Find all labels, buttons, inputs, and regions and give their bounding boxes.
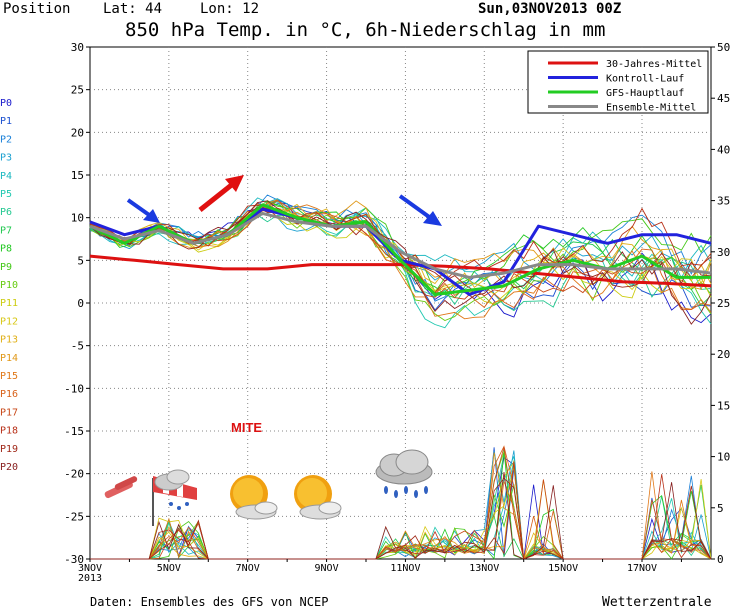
member-label: P10 xyxy=(0,280,18,291)
wind-rain-icon xyxy=(152,469,197,526)
y-left-tick-label: 10 xyxy=(71,212,84,225)
member-label: P9 xyxy=(0,262,12,273)
y-left-tick-label: -10 xyxy=(64,382,84,395)
y-left-tick-label: -5 xyxy=(71,340,84,353)
y-right-tick-label: 25 xyxy=(717,297,730,310)
x-tick-label: 17NOV xyxy=(627,563,657,574)
x-tick-label: 9NOV xyxy=(315,563,339,574)
main-series-lines xyxy=(89,203,712,296)
member-label: P14 xyxy=(0,353,18,364)
member-label: P2 xyxy=(0,134,12,145)
x-tick-label: 2013 xyxy=(78,573,102,584)
member-label: P11 xyxy=(0,298,18,309)
y-left-tick-label: -25 xyxy=(64,510,84,523)
y-right-tick-label: 40 xyxy=(717,143,730,156)
series-line-30-jahres-mittel xyxy=(89,254,712,288)
series-line-ensemble-mittel xyxy=(89,211,712,279)
wind-icon xyxy=(104,476,138,499)
date-label: Sun,03NOV2013 00Z xyxy=(478,1,621,17)
y-left-tick-label: 20 xyxy=(71,126,84,139)
member-label: P6 xyxy=(0,207,12,218)
y-left-tick-label: 0 xyxy=(77,297,84,310)
member-label: P0 xyxy=(0,98,12,109)
lat-label: Lat: 44 xyxy=(103,1,162,17)
y-right-tick-label: 0 xyxy=(717,553,724,566)
y-right-tick-label: 10 xyxy=(717,451,730,464)
legend-label: 30-Jahres-Mittel xyxy=(606,59,702,70)
x-tick-label: 13NOV xyxy=(469,563,499,574)
y-right-tick-label: 5 xyxy=(717,502,724,515)
member-label: P12 xyxy=(0,316,18,327)
y-right-tick-label: 20 xyxy=(717,348,730,361)
member-label: P17 xyxy=(0,407,18,418)
lon-label: Lon: 12 xyxy=(200,1,259,17)
y-left-tick-label: -30 xyxy=(64,553,84,566)
rain-cloud-icon xyxy=(375,449,433,498)
member-label: P3 xyxy=(0,153,12,164)
member-label: P7 xyxy=(0,225,12,236)
precipitation-line xyxy=(90,472,712,560)
ensemble-member-line xyxy=(89,200,712,325)
legend-label: Ensemble-Mittel xyxy=(606,103,696,114)
sun-cloud-icon xyxy=(230,475,278,520)
legend: 30-Jahres-Mittel Kontroll-Lauf GFS-Hauptla… xyxy=(527,50,709,114)
arrow-blue-icon xyxy=(126,198,160,223)
y-left-tick-label: 30 xyxy=(71,41,84,54)
x-tick-label: 3NOV xyxy=(78,563,102,574)
member-label: P20 xyxy=(0,462,18,473)
sun-cloud-icon xyxy=(294,475,342,520)
member-label: P18 xyxy=(0,426,18,437)
y-right-tick-label: 15 xyxy=(717,399,730,412)
y-right-tick-label: 50 xyxy=(717,41,730,54)
member-label: P13 xyxy=(0,335,18,346)
x-tick-label: 15NOV xyxy=(548,563,578,574)
y-left-tick-label: 25 xyxy=(71,84,84,97)
member-labels: P0 P1 P2 P3 P4 P5 P6 P7 P8 P9 P10 P11 P12 P13 P14 P15 P1… xyxy=(0,98,18,473)
y-left-tick-label: -20 xyxy=(64,468,84,481)
y-left-tick-label: 15 xyxy=(71,169,84,182)
member-label: P16 xyxy=(0,389,18,400)
precipitation-lines xyxy=(90,445,712,561)
member-label: P5 xyxy=(0,189,12,200)
member-label: P19 xyxy=(0,444,18,455)
footer-source: Daten: Ensembles des GFS von NCEP xyxy=(90,595,328,609)
chart-title: 850 hPa Temp. in °C, 6h-Niederschlag in … xyxy=(125,19,605,41)
legend-label: GFS-Hauptlauf xyxy=(606,88,684,99)
arrow-blue-icon xyxy=(398,194,442,226)
y-left-tick-label: -15 xyxy=(64,425,84,438)
x-tick-label: 7NOV xyxy=(236,563,260,574)
x-tick-label: 5NOV xyxy=(157,563,181,574)
legend-box xyxy=(527,50,709,114)
y-right-tick-label: 30 xyxy=(717,246,730,259)
grid-lines xyxy=(90,47,711,559)
y-axis-left-ticks: 30 25 20 15 10 5 0 -5 -10 -15 -20 -25 -30 xyxy=(64,41,90,566)
x-tick-label: 11NOV xyxy=(390,563,420,574)
y-right-tick-label: 45 xyxy=(717,92,730,105)
arrow-red-icon xyxy=(198,175,244,212)
footer-brand: Wetterzentrale xyxy=(602,595,712,609)
y-left-tick-label: 5 xyxy=(77,254,84,267)
annotation-label: MITE xyxy=(231,420,262,435)
member-label: P4 xyxy=(0,171,12,182)
x-axis-ticks: 3NOV2013 5NOV 7NOV 9NOV 11NOV 13NOV 15NOV 17NOV xyxy=(78,559,682,584)
y-right-tick-label: 35 xyxy=(717,195,730,208)
position-label: Position xyxy=(3,1,70,17)
member-label: P1 xyxy=(0,116,12,127)
member-label: P15 xyxy=(0,371,18,382)
legend-label: Kontroll-Lauf xyxy=(606,74,684,85)
member-label: P8 xyxy=(0,244,12,255)
